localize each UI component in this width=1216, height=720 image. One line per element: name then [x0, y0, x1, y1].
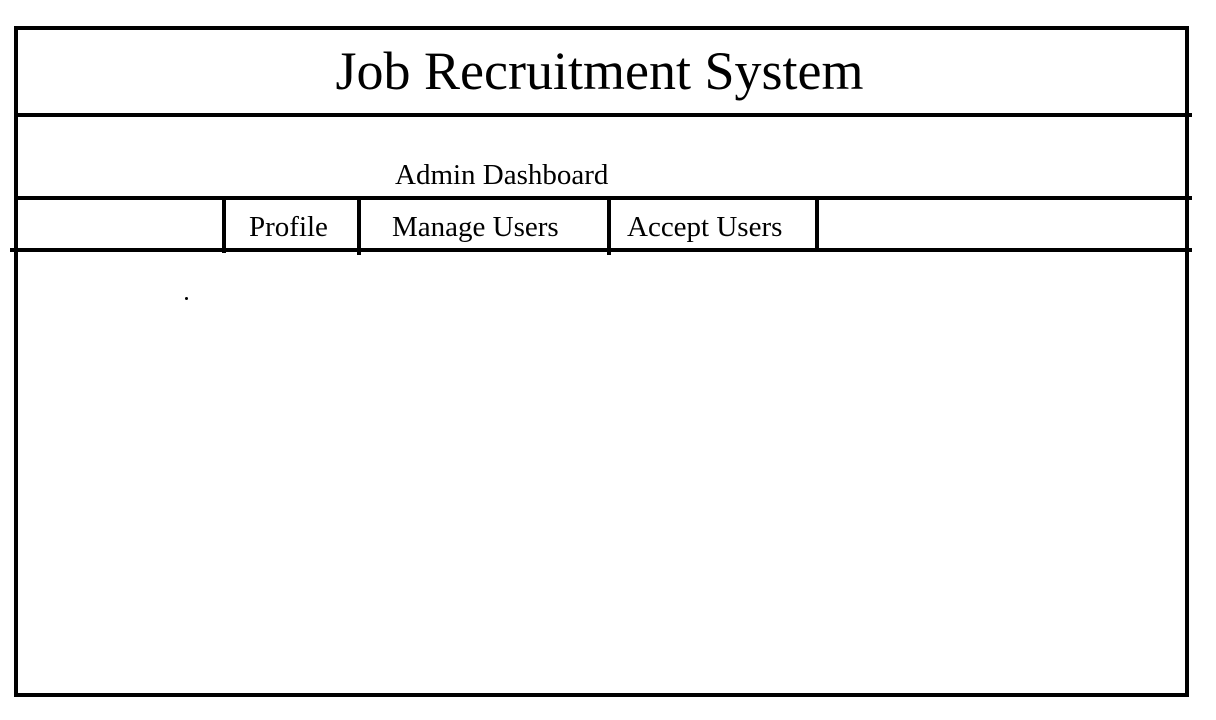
header-divider — [14, 113, 1192, 117]
nav-separator — [607, 198, 611, 255]
tab-manage-users[interactable]: Manage Users — [392, 211, 559, 243]
page-title: Admin Dashboard — [395, 159, 609, 191]
nav-separator — [815, 198, 819, 251]
tab-profile[interactable]: Profile — [249, 211, 328, 243]
subheader-divider — [14, 196, 1192, 200]
nav-separator — [357, 198, 361, 255]
stray-dot — [185, 297, 188, 300]
nav-separator — [222, 198, 226, 253]
window-frame — [14, 26, 1189, 697]
tab-accept-users[interactable]: Accept Users — [627, 211, 783, 243]
main-content — [18, 253, 1181, 689]
nav-divider — [10, 248, 1192, 252]
app-title: Job Recruitment System — [335, 41, 864, 101]
